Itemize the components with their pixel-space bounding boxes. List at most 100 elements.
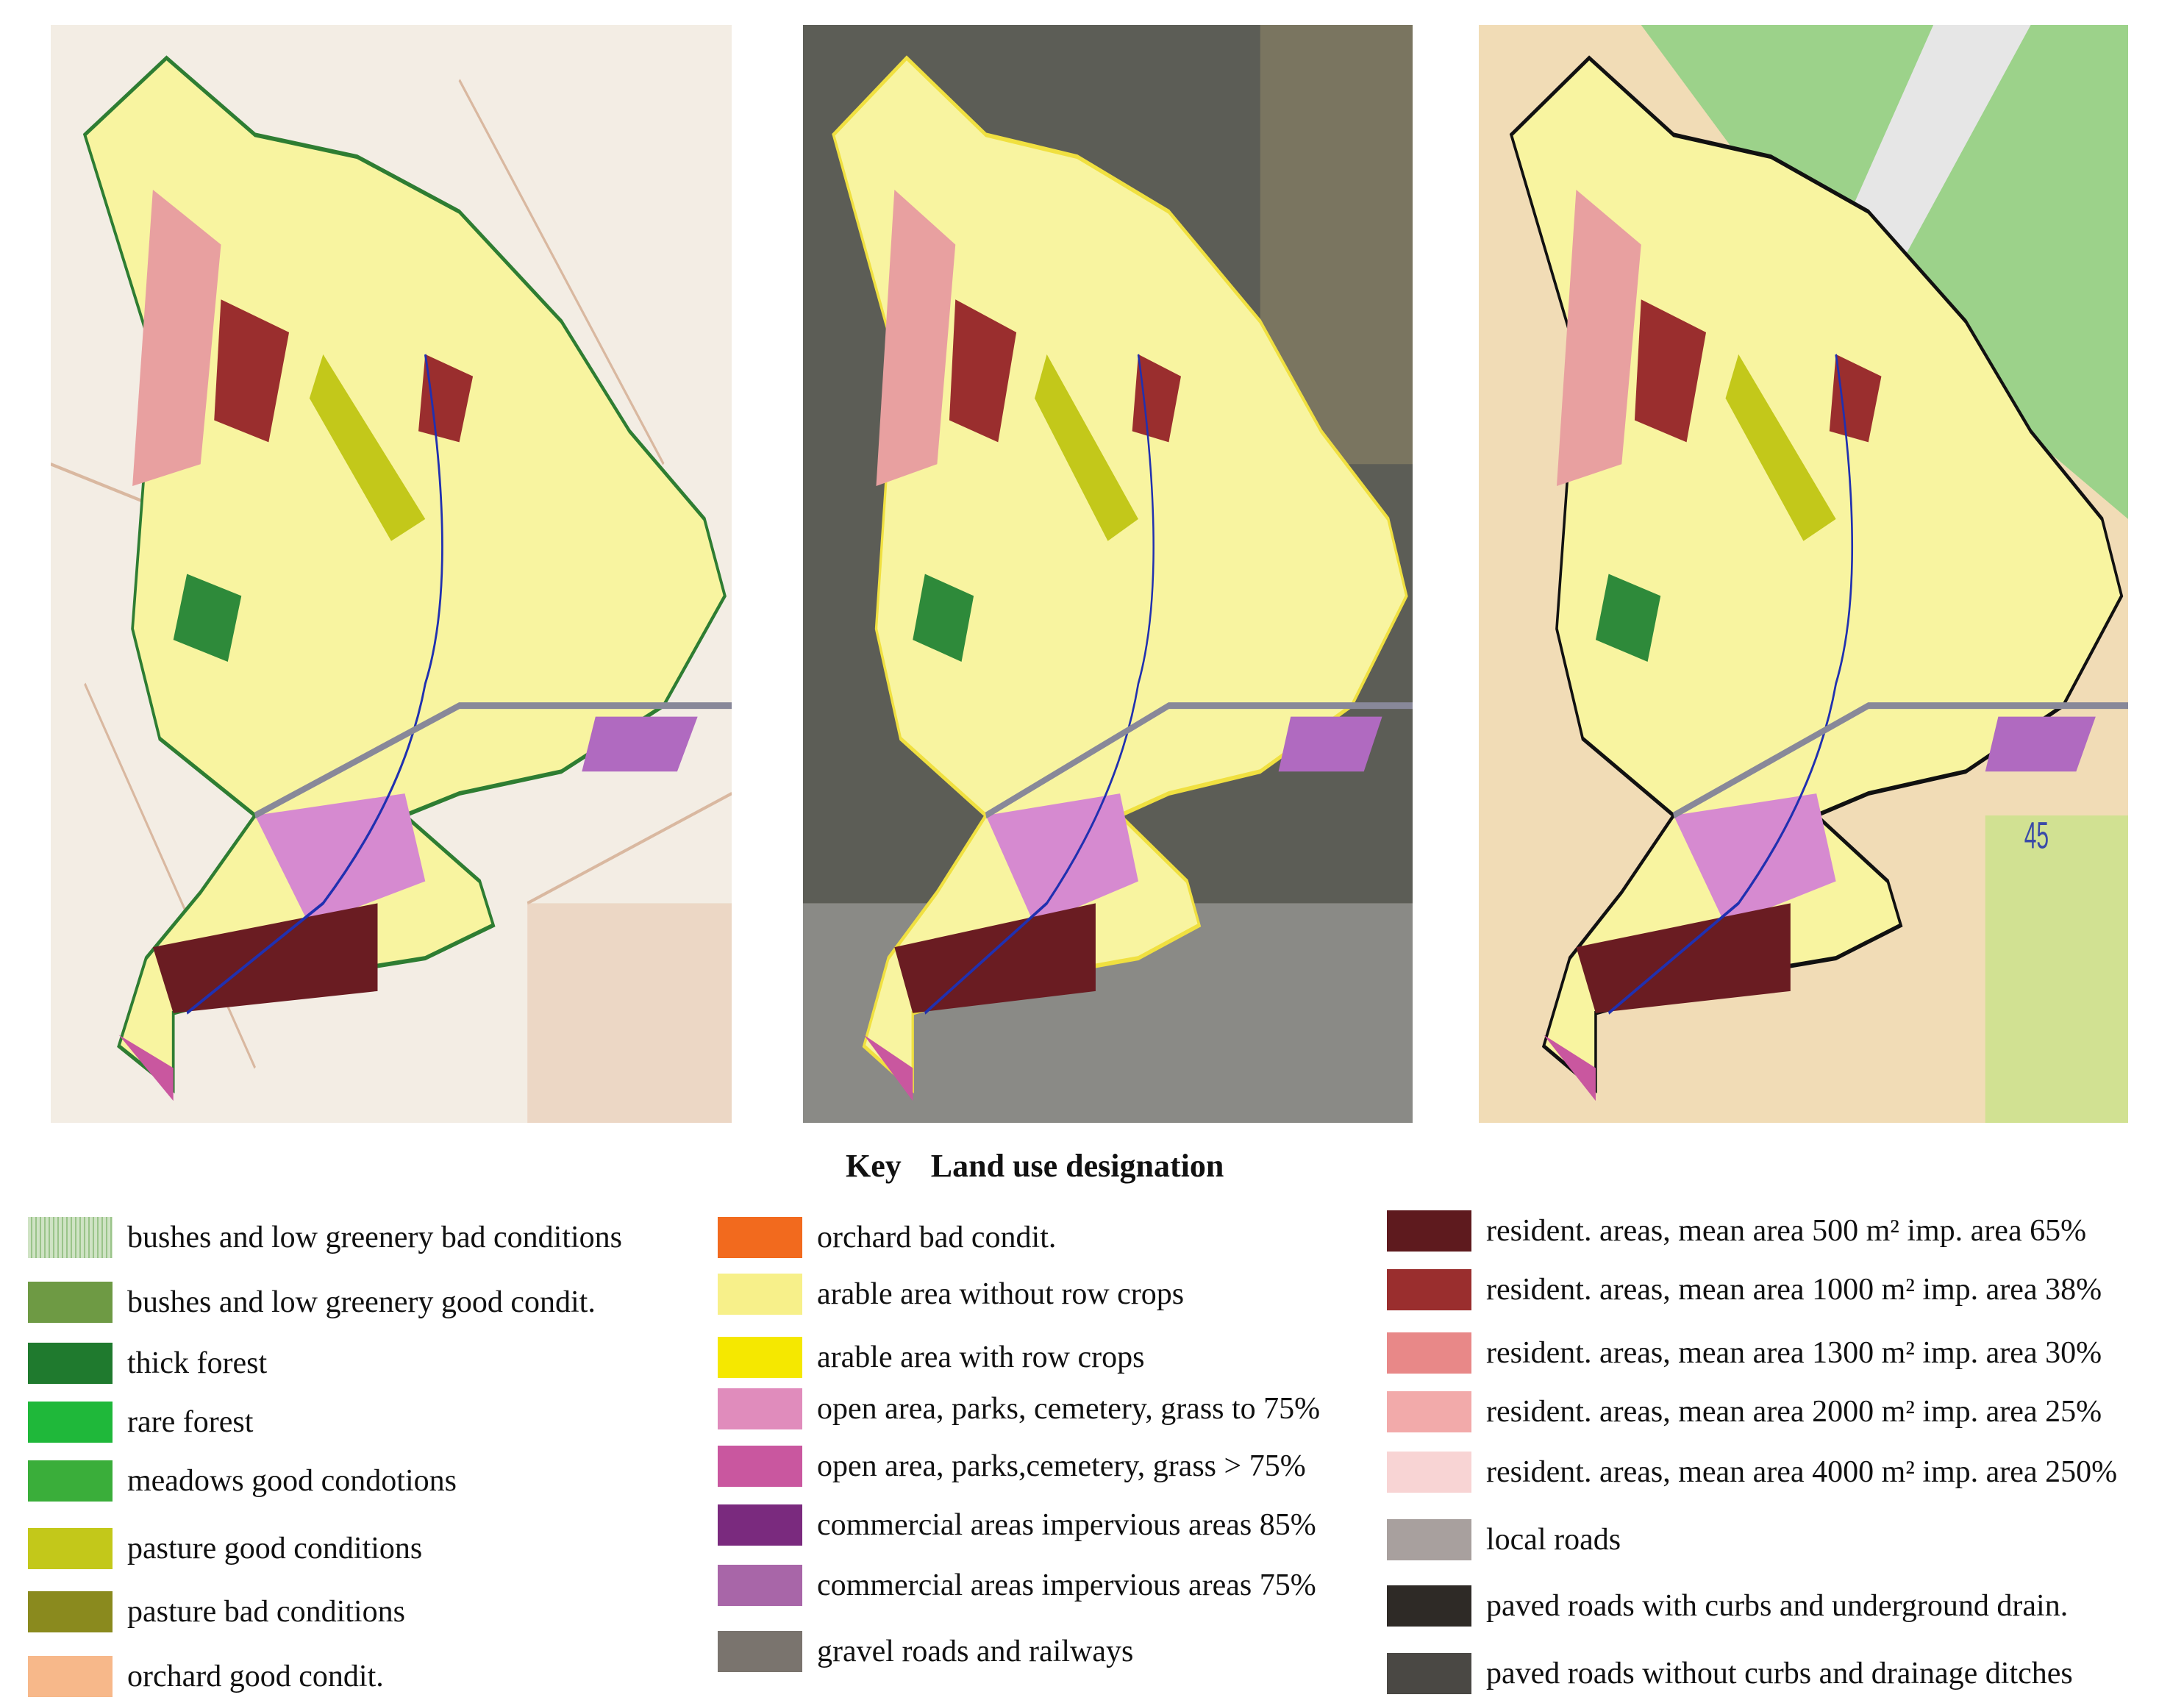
legend-swatch (1387, 1269, 1471, 1310)
legend-item: commercial areas impervious areas 85% (718, 1503, 1316, 1547)
land-use-patch (418, 354, 474, 443)
legend-item: resident. areas, mean area 500 m² imp. a… (1387, 1209, 2086, 1253)
land-use-patch (1985, 716, 2096, 772)
legend-swatch (718, 1388, 802, 1429)
legend-label: pasture bad conditions (127, 1595, 405, 1629)
stream (186, 354, 443, 1015)
legend-item: gravel roads and railways (718, 1629, 1133, 1674)
land-use-patch (1673, 793, 1836, 926)
map-topographic (51, 25, 732, 1123)
map-planning: 45 (1479, 25, 2128, 1123)
legend-swatch (1387, 1452, 1471, 1493)
legend-label: bushes and low greenery bad conditions (127, 1221, 623, 1254)
land-use-patch (894, 903, 1096, 1013)
railway (254, 702, 732, 819)
legend-label: resident. areas, mean area 500 m² imp. a… (1486, 1214, 2087, 1248)
legend-swatch (718, 1504, 802, 1546)
land-use-patch (985, 793, 1138, 926)
land-use-patch (1595, 574, 1661, 662)
legend-item: arable area with row crops (718, 1335, 1144, 1379)
zone-number: 45 (2024, 814, 2049, 856)
legend-swatch (1387, 1332, 1471, 1374)
legend-swatch (718, 1337, 802, 1378)
legend-swatch (718, 1631, 802, 1672)
legend-item: orchard good condit. (28, 1654, 384, 1699)
town (527, 903, 732, 1123)
land-use-patch (132, 189, 221, 487)
legend-label: commercial areas impervious areas 75% (817, 1568, 1316, 1602)
legend-label: arable area with row crops (817, 1340, 1145, 1374)
land-use-patch (582, 716, 698, 772)
legend-label: resident. areas, mean area 1000 m² imp. … (1486, 1273, 2102, 1307)
legend-label: open area, parks, cemetery, grass to 75% (817, 1392, 1321, 1426)
legend-swatch (718, 1274, 802, 1315)
legend-swatch (1387, 1653, 1471, 1694)
legend-swatch (28, 1343, 113, 1384)
legend-label: local roads (1486, 1523, 1621, 1557)
legend-swatch (28, 1217, 113, 1258)
legend-item: resident. areas, mean area 2000 m² imp. … (1387, 1390, 2102, 1434)
legend-item: open area, parks, cemetery, grass to 75% (718, 1387, 1320, 1431)
legend-swatch (28, 1402, 113, 1443)
legend-label: paved roads without curbs and drainage d… (1486, 1657, 2073, 1690)
legend-item: commercial areas impervious areas 75% (718, 1563, 1316, 1607)
land-use-patch (1556, 189, 1641, 487)
legend-item: meadows good condotions (28, 1459, 457, 1503)
land-use-patch (254, 793, 426, 926)
legend-label: arable area without row crops (817, 1277, 1185, 1311)
legend-swatch (718, 1446, 802, 1487)
railway (1673, 702, 2128, 819)
legend-label: orchard good condit. (127, 1660, 384, 1693)
land-use-patch (913, 574, 974, 662)
legend-label: resident. areas, mean area 2000 m² imp. … (1486, 1395, 2102, 1429)
land-use-patch (1829, 354, 1882, 443)
railway (985, 702, 1413, 819)
stream (1608, 354, 1853, 1015)
legend-item: orchard bad condit. (718, 1215, 1056, 1260)
land-use-patch (1035, 354, 1138, 541)
legend-label: commercial areas impervious areas 85% (817, 1508, 1316, 1542)
legend-item: pasture good conditions (28, 1527, 422, 1571)
land-use-patch (152, 903, 378, 1013)
legend-label: thick forest (127, 1346, 268, 1380)
key-title: Key Land use designation (846, 1147, 1253, 1185)
legend-swatch (28, 1282, 113, 1323)
park (1985, 815, 2128, 1123)
land-use-patch (173, 574, 242, 662)
land-use-patch (309, 354, 426, 541)
stream (924, 354, 1155, 1015)
legend-item: arable area without row crops (718, 1272, 1184, 1316)
legend-label: open area, parks,cemetery, grass > 75% (817, 1449, 1306, 1483)
legend-swatch (718, 1565, 802, 1606)
legend-item: resident. areas, mean area 4000 m² imp. … (1387, 1450, 2117, 1494)
map-aerial (803, 25, 1413, 1123)
key-label: Key (846, 1148, 902, 1184)
land-use-patch (1725, 354, 1836, 541)
legend-item: local roads (1387, 1518, 1621, 1562)
land-use-patch (1576, 903, 1791, 1013)
land-use-patch (876, 189, 956, 487)
legend-item: rare forest (28, 1400, 253, 1444)
legend-label: gravel roads and railways (817, 1635, 1134, 1668)
legend-swatch (718, 1217, 802, 1258)
legend-swatch (28, 1528, 113, 1569)
legend-swatch (1387, 1519, 1471, 1560)
legend-item: thick forest (28, 1341, 267, 1385)
legend-label: meadows good condotions (127, 1464, 457, 1498)
legend-swatch (1387, 1585, 1471, 1627)
land-use-patch (1278, 716, 1382, 772)
legend-item: paved roads with curbs and underground d… (1387, 1584, 2068, 1628)
legend-label: bushes and low greenery good condit. (127, 1285, 596, 1319)
legend-label: resident. areas, mean area 4000 m² imp. … (1486, 1455, 2118, 1489)
legend-swatch (28, 1591, 113, 1632)
land-use-patch (1634, 299, 1707, 443)
legend-label: resident. areas, mean area 1300 m² imp. … (1486, 1336, 2102, 1370)
legend-item: paved roads without curbs and drainage d… (1387, 1652, 2073, 1696)
legend-swatch (1387, 1391, 1471, 1432)
legend-item: bushes and low greenery bad conditions (28, 1215, 622, 1260)
legend-swatch (1387, 1210, 1471, 1252)
legend-swatch (28, 1656, 113, 1697)
legend-item: bushes and low greenery good condit. (28, 1280, 596, 1324)
